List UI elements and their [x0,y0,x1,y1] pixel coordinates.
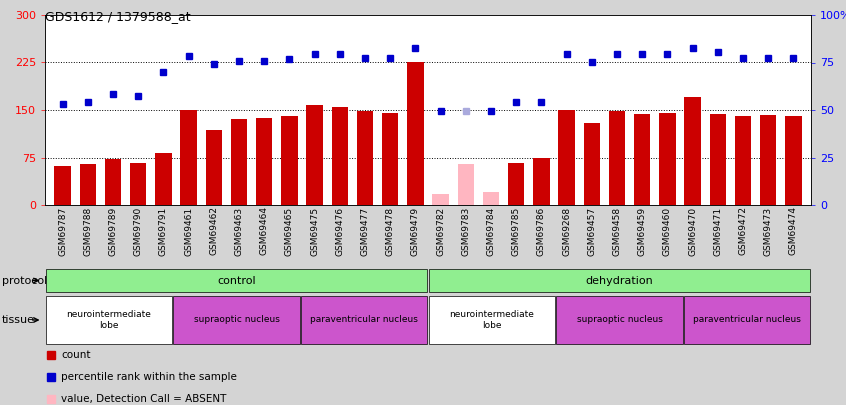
Bar [684,97,700,205]
Bar [429,269,810,292]
Bar [306,105,323,205]
Bar [281,116,298,205]
Text: paraventricular nucleus: paraventricular nucleus [310,315,418,324]
Bar [429,296,555,344]
Bar [155,153,172,205]
Bar [301,296,427,344]
Bar [256,117,272,205]
Bar [54,166,71,205]
Bar [785,116,801,205]
Text: control: control [217,275,255,286]
Text: GDS1612 / 1379588_at: GDS1612 / 1379588_at [45,10,190,23]
Bar [684,296,810,344]
Bar [432,194,448,205]
Bar [46,296,172,344]
Bar [508,162,525,205]
Text: percentile rank within the sample: percentile rank within the sample [61,372,237,382]
Bar [180,110,197,205]
Bar [533,158,550,205]
Bar [46,269,427,292]
Text: neurointermediate
lobe: neurointermediate lobe [66,310,151,330]
Bar [206,130,222,205]
Text: neurointermediate
lobe: neurointermediate lobe [449,310,535,330]
Bar [483,192,499,205]
Bar [760,115,777,205]
Bar [634,115,651,205]
Bar [382,113,398,205]
Bar [659,113,676,205]
Bar [556,296,683,344]
Bar [231,119,247,205]
Bar [332,107,348,205]
Bar [584,123,600,205]
Text: tissue: tissue [2,315,35,325]
Bar [173,296,299,344]
Bar [558,110,574,205]
Bar [710,115,726,205]
Bar [609,111,625,205]
Text: protocol: protocol [2,275,47,286]
Bar [735,116,751,205]
Bar [357,111,373,205]
Text: count: count [61,350,91,360]
Text: dehydration: dehydration [585,275,653,286]
Bar [407,62,424,205]
Text: paraventricular nucleus: paraventricular nucleus [693,315,801,324]
Bar [80,164,96,205]
Text: value, Detection Call = ABSENT: value, Detection Call = ABSENT [61,394,227,404]
Bar [105,159,121,205]
Bar [130,162,146,205]
Text: supraoptic nucleus: supraoptic nucleus [194,315,279,324]
Bar [458,164,474,205]
Text: supraoptic nucleus: supraoptic nucleus [577,315,662,324]
